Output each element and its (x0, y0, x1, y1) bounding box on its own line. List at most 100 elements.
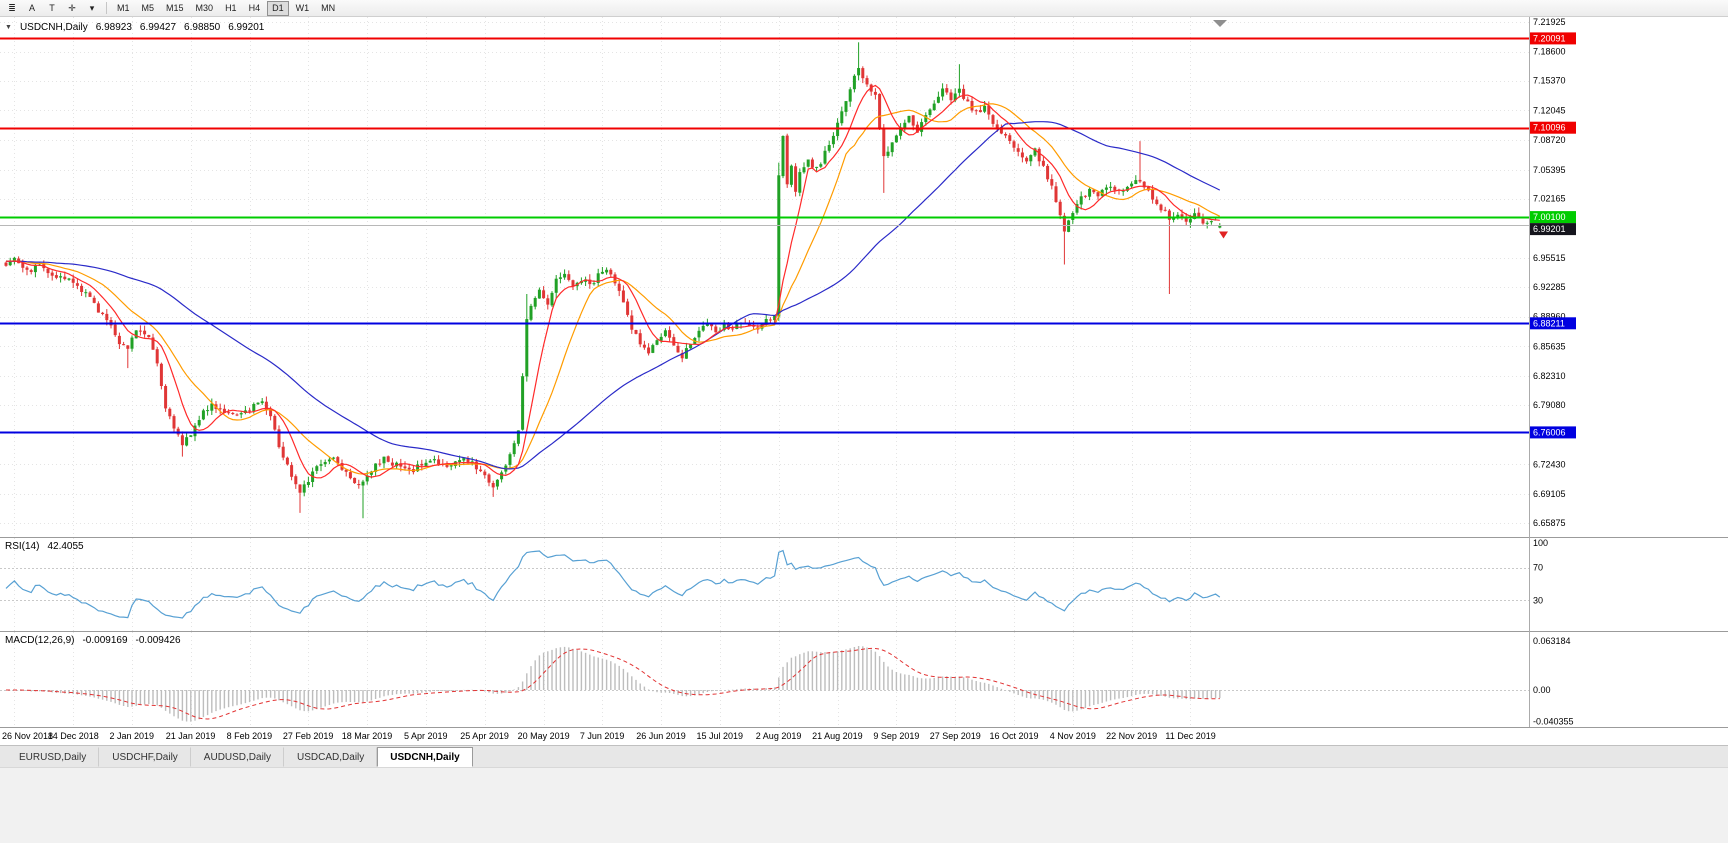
price-down-arrow-icon (1219, 231, 1228, 239)
time-axis-label: 21 Jan 2019 (165, 731, 216, 741)
rsi-grid (0, 538, 1529, 631)
main-price-chart[interactable]: 7.21925 7.18600 7.15370 7.12045 7.08720 7.053… (0, 17, 1728, 537)
svg-text:6.92285: 6.92285 (1533, 282, 1566, 292)
macd-signal-line (6, 647, 1220, 720)
time-axis-label: 5 Apr 2019 (404, 731, 448, 741)
timeframe-button-m15[interactable]: M15 (161, 1, 189, 16)
toolbar-divider (106, 2, 107, 14)
chart-tab-usdchf[interactable]: USDCHF,Daily (99, 747, 191, 767)
macd-signal-value: -0.009426 (135, 635, 181, 646)
time-axis-label: 26 Nov 2018 (2, 731, 54, 741)
time-axis-label: 27 Sep 2019 (929, 731, 981, 741)
chart-shift-marker[interactable] (1213, 20, 1227, 27)
svg-text:7.00100: 7.00100 (1533, 212, 1566, 222)
svg-text:7.18600: 7.18600 (1533, 47, 1566, 57)
macd-panel-label: MACD(12,26,9) -0.009169 -0.009426 (5, 635, 181, 646)
price-scale-badge: 7.20091 (1530, 32, 1576, 45)
price-scale-badge: 6.99201 (1530, 223, 1576, 236)
time-axis-label: 14 Dec 2018 (47, 731, 99, 741)
svg-text:6.95515: 6.95515 (1533, 253, 1566, 263)
time-axis-label: 2 Jan 2019 (109, 731, 155, 741)
rsi-scale-labels: 100 70 30 (1533, 538, 1548, 605)
svg-text:6.65875: 6.65875 (1533, 518, 1566, 528)
macd-main-value: -0.009169 (82, 635, 128, 646)
toolbar-icons: ≣ A T ✛ ▾ (2, 1, 102, 16)
ohlc-high-value: 6.99427 (139, 22, 177, 33)
chart-toolbar: ≣ A T ✛ ▾ M1 M5 M15 M30 H1 H4 D1 W1 MN (0, 0, 1728, 17)
svg-text:0.00: 0.00 (1533, 685, 1551, 695)
charts-list-icon[interactable]: ≣ (3, 1, 21, 16)
macd-histogram (5, 646, 1221, 722)
svg-text:70: 70 (1533, 563, 1543, 573)
time-axis-label: 7 Jun 2019 (579, 731, 625, 741)
timeframe-button-h4[interactable]: H4 (244, 1, 266, 16)
time-axis-label: 4 Nov 2019 (1049, 731, 1096, 741)
timeframe-button-d1[interactable]: D1 (267, 0, 289, 16)
chart-tabs-bar: EURUSD,Daily USDCHF,Daily AUDUSD,Daily USDC… (0, 745, 1728, 767)
macd-scale-labels: 0.063184 0.00 -0.040355 (1533, 636, 1574, 726)
svg-text:7.02165: 7.02165 (1533, 194, 1566, 204)
price-scale-badge: 7.10096 (1530, 121, 1576, 134)
timeframe-button-w1[interactable]: W1 (291, 1, 315, 16)
svg-text:6.76006: 6.76006 (1533, 427, 1566, 437)
macd-indicator-panel[interactable]: 0.063184 0.00 -0.040355 (0, 631, 1728, 727)
svg-text:7.08720: 7.08720 (1533, 135, 1566, 145)
chart-symbol-period-label: USDCNH,Daily (19, 22, 88, 33)
timeframe-button-h1[interactable]: H1 (220, 1, 242, 16)
crosshair-tool-button[interactable]: ✛ (63, 1, 81, 16)
horizontal-level-lines[interactable] (0, 37, 1529, 434)
svg-text:6.88960: 6.88960 (1533, 312, 1566, 322)
chart-tab-audusd[interactable]: AUDUSD,Daily (191, 747, 285, 767)
price-scale-badge: 7.00100 (1530, 211, 1576, 224)
time-axis-label: 27 Feb 2019 (282, 731, 334, 741)
time-axis-label: 15 Jul 2019 (696, 731, 744, 741)
price-scale-labels[interactable]: 7.21925 7.18600 7.15370 7.12045 7.08720 7.053… (1533, 17, 1566, 528)
svg-text:100: 100 (1533, 538, 1548, 548)
svg-text:-0.040355: -0.040355 (1533, 716, 1574, 726)
time-axis-label: 11 Dec 2019 (1165, 731, 1216, 741)
price-scale-badge: 6.88211 (1530, 317, 1576, 330)
ma-line-fast (5, 84, 1220, 479)
ohlc-close-value: 6.99201 (228, 22, 265, 33)
macd-name: MACD(12,26,9) (5, 635, 75, 646)
annotate-arrow-button[interactable]: A (23, 1, 41, 16)
svg-text:7.12045: 7.12045 (1533, 105, 1566, 115)
chart-tab-usdcnh[interactable]: USDCNH,Daily (377, 747, 473, 767)
svg-text:6.99201: 6.99201 (1533, 224, 1566, 234)
chart-ohlc-header: ▼ USDCNH,Daily 6.98923 6.99427 6.98850 6… (5, 22, 264, 33)
svg-text:6.79080: 6.79080 (1533, 400, 1566, 410)
time-axis-label: 22 Nov 2019 (1106, 731, 1158, 741)
timeframe-button-m30[interactable]: M30 (191, 1, 219, 16)
time-axis-label: 8 Feb 2019 (226, 731, 273, 741)
bottom-empty-area (0, 767, 1728, 843)
candles-layer (4, 42, 1222, 519)
svg-text:6.85635: 6.85635 (1533, 341, 1566, 351)
svg-text:0.063184: 0.063184 (1533, 636, 1571, 646)
svg-text:6.82310: 6.82310 (1533, 371, 1566, 381)
rsi-line (5, 549, 1221, 619)
rsi-indicator-panel[interactable]: 100 70 30 (0, 537, 1728, 631)
rsi-name: RSI(14) (5, 541, 40, 552)
ohlc-open-value: 6.98923 (95, 22, 132, 33)
quote-panel-caret-icon[interactable]: ▼ (5, 24, 12, 31)
svg-text:7.21925: 7.21925 (1533, 17, 1566, 27)
chart-tab-usdcad[interactable]: USDCAD,Daily (284, 747, 378, 767)
svg-text:6.72430: 6.72430 (1533, 459, 1566, 469)
chart-tab-eurusd[interactable]: EURUSD,Daily (6, 747, 100, 767)
moving-averages-layer (5, 84, 1221, 479)
timeframe-button-mn[interactable]: MN (316, 1, 340, 16)
timeframe-button-m5[interactable]: M5 (137, 1, 160, 16)
time-axis-label: 26 Jun 2019 (636, 731, 686, 741)
svg-text:30: 30 (1533, 595, 1543, 605)
price-scale-divider[interactable] (1529, 17, 1530, 727)
svg-text:6.88211: 6.88211 (1533, 318, 1565, 328)
text-label-button[interactable]: T (43, 1, 61, 16)
timeframe-button-m1[interactable]: M1 (112, 1, 135, 16)
main-grid (0, 17, 1529, 537)
svg-text:7.15370: 7.15370 (1533, 76, 1566, 86)
time-axis[interactable]: 26 Nov 2018 14 Dec 2018 2 Jan 2019 21 Jan 2… (0, 727, 1728, 745)
macd-grid (0, 632, 1529, 727)
tools-dropdown-arrow-icon[interactable]: ▾ (83, 1, 101, 16)
time-axis-label: 20 May 2019 (517, 731, 570, 741)
